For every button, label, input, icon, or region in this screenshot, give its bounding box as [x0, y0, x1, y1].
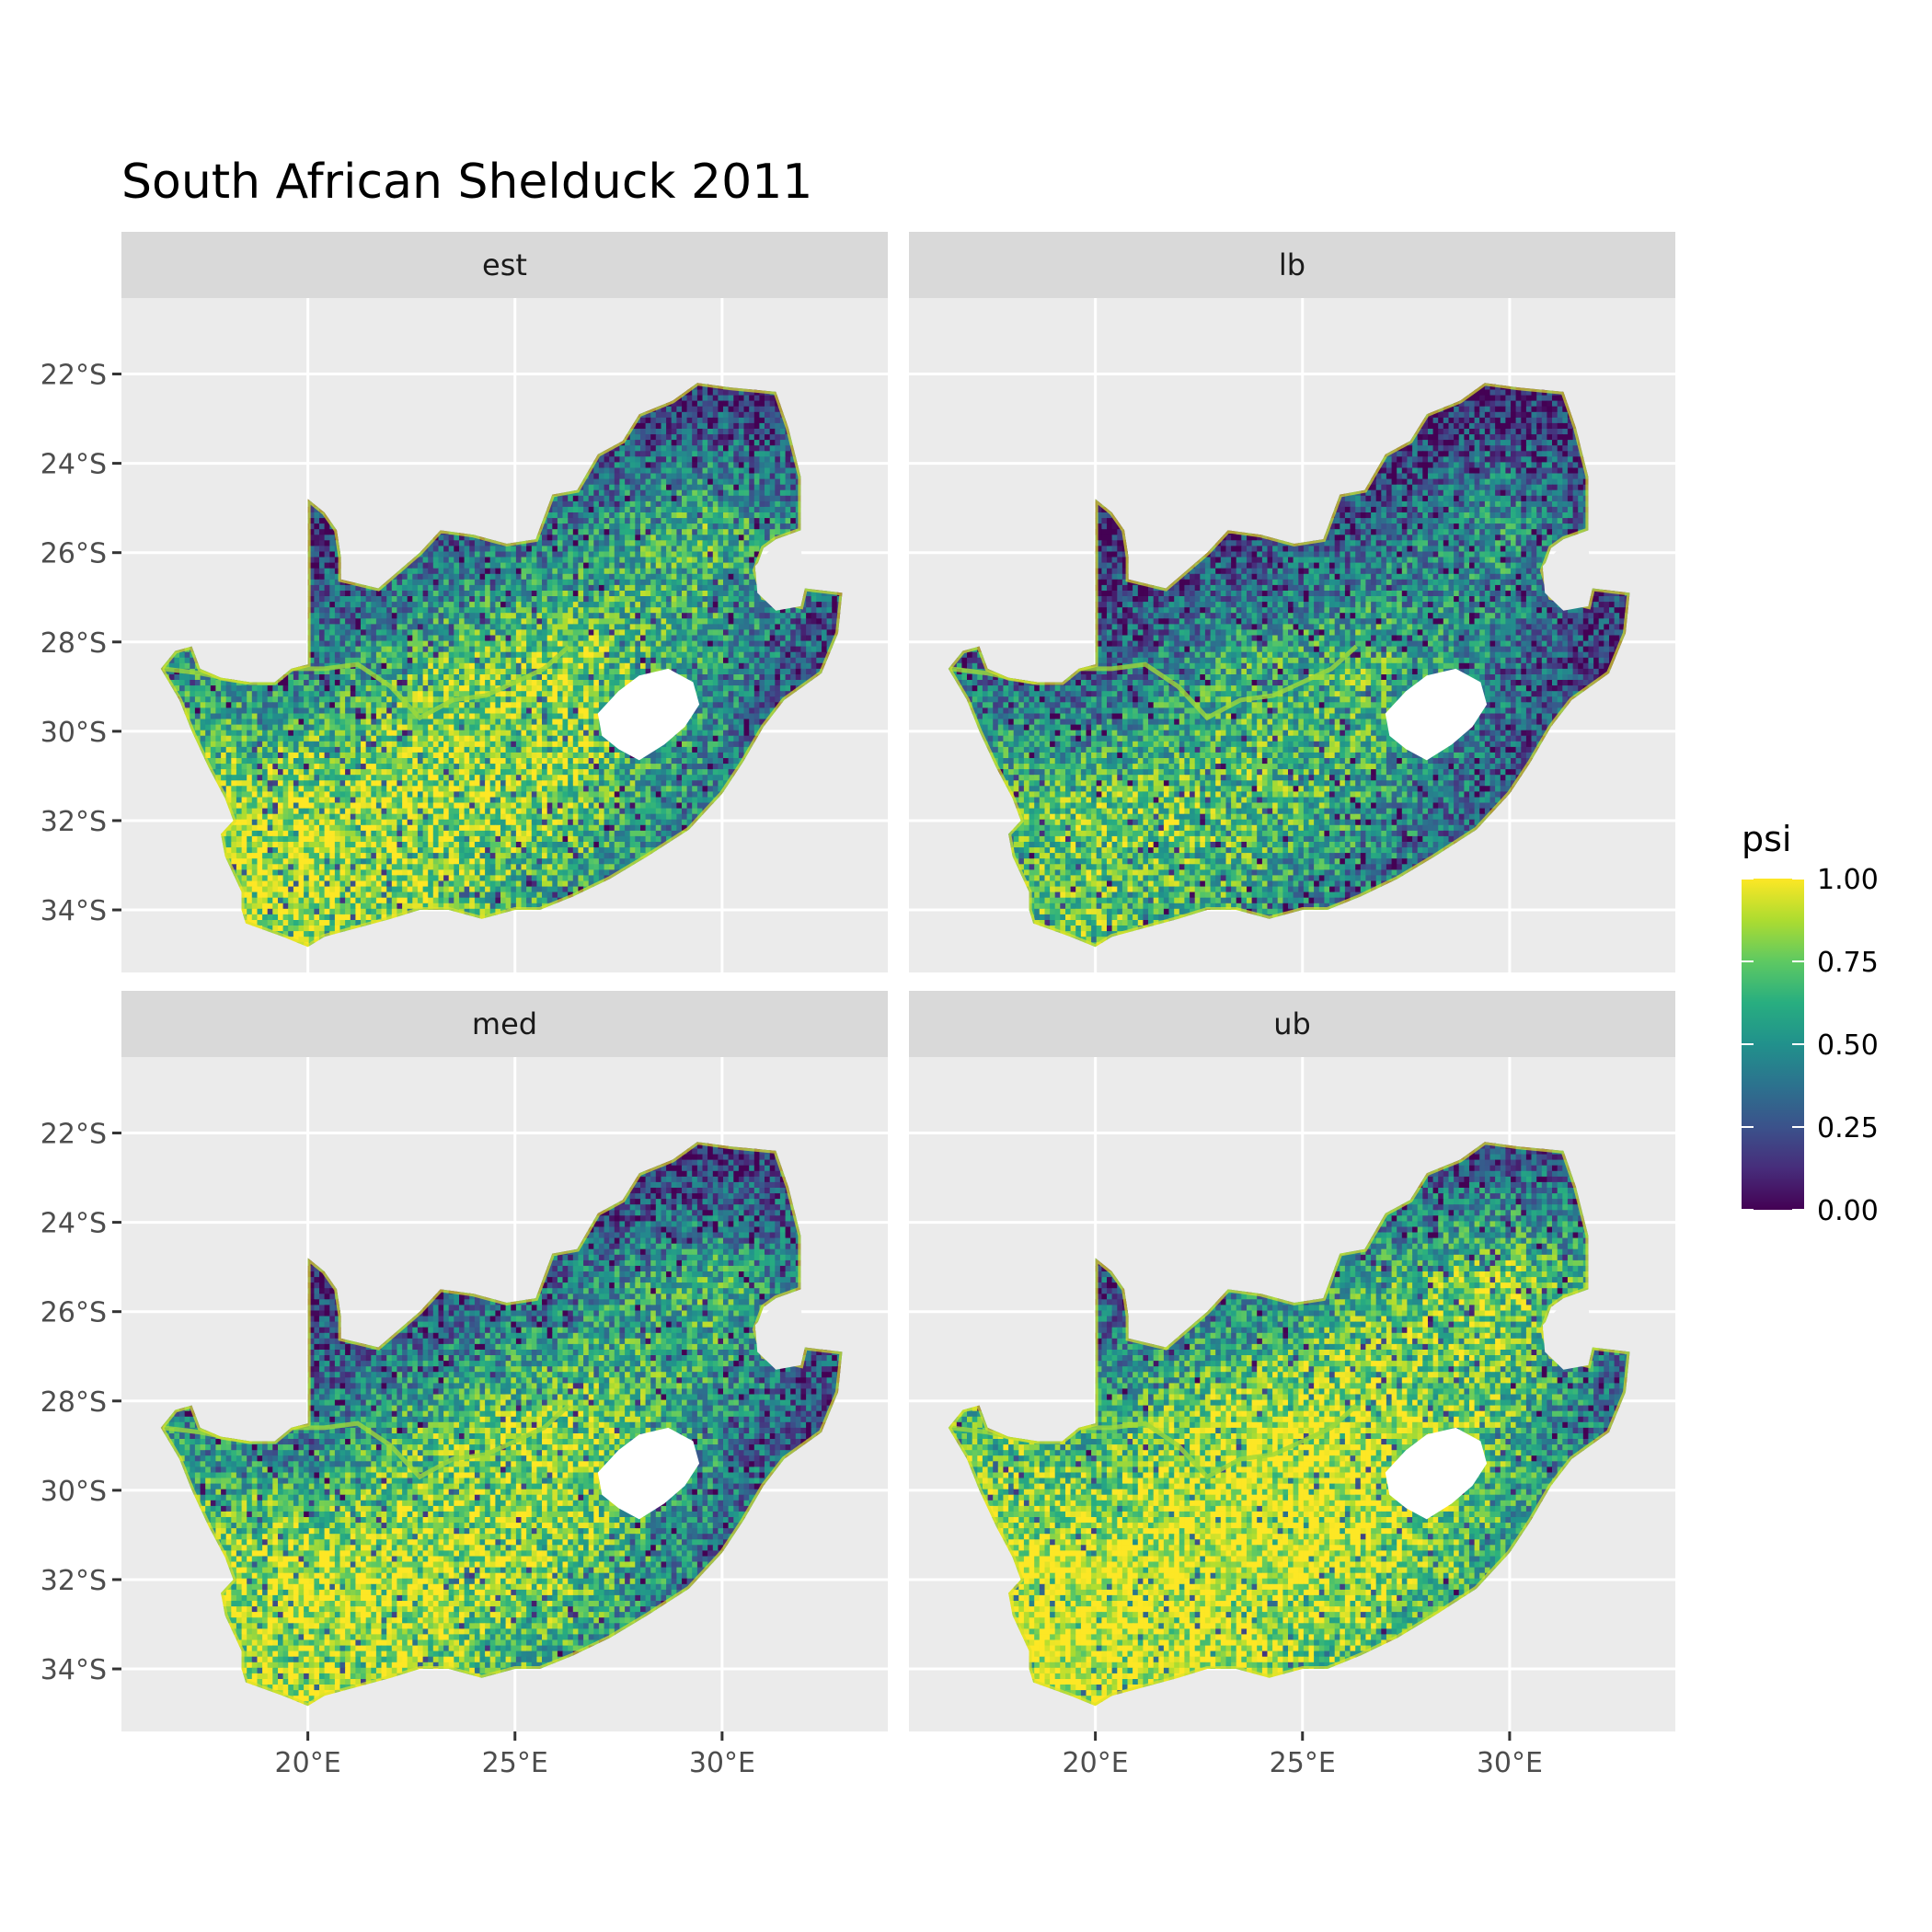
strip-lb: [909, 232, 1675, 298]
strip-label-est: est: [482, 247, 527, 282]
strip-med: [121, 991, 888, 1057]
strip-label-lb: lb: [1279, 247, 1305, 282]
y-axis: 22°S 24°S 26°S 28°S 30°S 32°S 34°S 22°S 24°S 26°S…: [40, 360, 121, 1686]
y-tick-label: 32°S: [40, 806, 107, 838]
strip-label-ub: ub: [1273, 1006, 1311, 1041]
strip-label-med: med: [472, 1006, 537, 1041]
legend-label: 0.25: [1817, 1112, 1879, 1144]
y-tick-label: 32°S: [40, 1565, 107, 1597]
y-tick-label: 22°S: [40, 1119, 107, 1151]
panel-ub: ub: [909, 991, 1675, 1731]
panel-est: est: [121, 232, 888, 972]
panel-lb: lb: [909, 232, 1675, 972]
eswatini-region: [754, 544, 805, 611]
lesotho-region: [597, 1427, 700, 1520]
strip-est: [121, 232, 888, 298]
y-tick-label: 34°S: [40, 895, 107, 927]
lesotho-region: [1385, 668, 1488, 761]
facet-panels: est lb med ub: [121, 232, 1675, 1731]
x-tick-label: 30°E: [689, 1747, 755, 1779]
y-tick-label: 28°S: [40, 1386, 107, 1419]
y-tick-label: 28°S: [40, 627, 107, 660]
y-tick-label: 24°S: [40, 449, 107, 481]
y-tick-label: 30°S: [40, 1476, 107, 1508]
chart-title: South African Shelduck 2011: [121, 155, 812, 210]
legend-label: 0.00: [1817, 1195, 1879, 1227]
x-tick-label: 30°E: [1477, 1747, 1543, 1779]
lesotho-region: [597, 668, 700, 761]
legend-ticks: 1.00 0.75 0.50 0.25 0.00: [1742, 864, 1879, 1227]
x-axis: 20°E 25°E 30°E 20°E 25°E 30°E: [275, 1731, 1543, 1779]
x-tick-label: 20°E: [275, 1747, 341, 1779]
lesotho-region: [1385, 1427, 1488, 1520]
y-tick-label: 26°S: [40, 1297, 107, 1329]
eswatini-region: [1542, 544, 1593, 611]
y-tick-label: 30°S: [40, 717, 107, 749]
y-tick-label: 24°S: [40, 1208, 107, 1240]
eswatini-region: [754, 1303, 805, 1370]
y-tick-label: 22°S: [40, 360, 107, 392]
y-tick-label: 26°S: [40, 538, 107, 570]
legend-label: 0.75: [1817, 947, 1879, 979]
eswatini-region: [1542, 1303, 1593, 1370]
legend-label: 0.50: [1817, 1029, 1879, 1062]
x-tick-label: 25°E: [1270, 1747, 1336, 1779]
x-tick-label: 25°E: [482, 1747, 548, 1779]
legend: psi 1.00 0.75 0.50 0.25 0.00: [1742, 819, 1879, 1227]
panel-med: med: [121, 991, 888, 1731]
y-tick-label: 34°S: [40, 1654, 107, 1686]
legend-title: psi: [1742, 819, 1791, 859]
strip-ub: [909, 991, 1675, 1057]
legend-label: 1.00: [1817, 864, 1879, 896]
x-tick-label: 20°E: [1063, 1747, 1129, 1779]
